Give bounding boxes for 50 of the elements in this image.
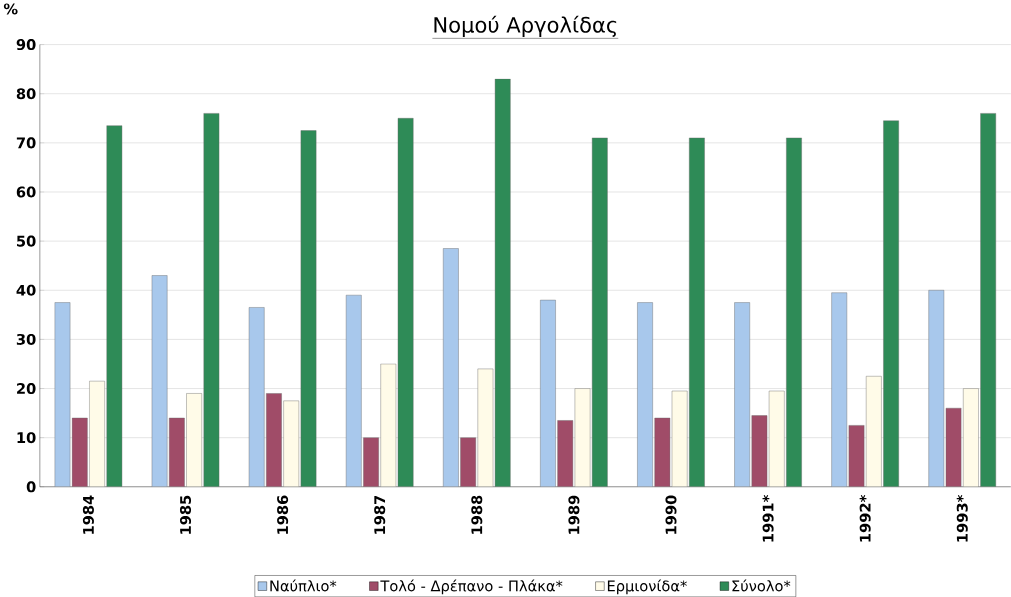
legend-label: Τολό - Δρέπανο - Πλάκα* bbox=[380, 579, 563, 595]
x-tick-label: 1992* bbox=[859, 495, 871, 542]
y-tick-label: 90 bbox=[16, 39, 36, 51]
bar bbox=[963, 388, 979, 487]
bar bbox=[363, 437, 379, 487]
bar bbox=[751, 415, 768, 487]
bar bbox=[380, 363, 397, 487]
x-tick-label: 1993* bbox=[956, 495, 968, 542]
y-axis-title: % bbox=[3, 3, 18, 15]
x-tick-label: 1986 bbox=[277, 495, 289, 534]
chart-title: Νομού Αργολίδας bbox=[434, 15, 617, 37]
bar bbox=[980, 113, 997, 487]
y-tick-label: 0 bbox=[26, 481, 36, 493]
bar bbox=[865, 376, 882, 487]
bar bbox=[883, 120, 899, 487]
bar bbox=[106, 125, 123, 487]
x-tick-label: 1990 bbox=[665, 495, 677, 534]
bar bbox=[945, 407, 962, 487]
y-tick-label: 40 bbox=[16, 284, 36, 296]
bar bbox=[477, 368, 494, 487]
bar bbox=[397, 118, 414, 487]
bar bbox=[266, 393, 282, 487]
y-tick-label: 50 bbox=[17, 235, 36, 247]
x-tick-label: 1987 bbox=[374, 495, 386, 534]
y-tick-label: 10 bbox=[17, 432, 36, 444]
x-tick-label: 1989 bbox=[568, 495, 580, 534]
bar bbox=[203, 113, 220, 487]
legend-label: Σύνολο* bbox=[732, 579, 791, 592]
y-tick-label: 20 bbox=[17, 383, 36, 395]
bar bbox=[283, 400, 300, 487]
bar bbox=[557, 420, 574, 487]
bar bbox=[494, 78, 511, 487]
bar bbox=[786, 137, 802, 487]
bar bbox=[591, 137, 608, 487]
x-tick-label: 1984 bbox=[82, 495, 94, 534]
x-tick-label: 1985 bbox=[179, 495, 192, 534]
bar bbox=[768, 390, 785, 487]
x-tick-label: 1988 bbox=[471, 495, 483, 534]
x-tick-label: 1991* bbox=[762, 495, 774, 542]
bar bbox=[186, 393, 202, 487]
y-tick-label: 30 bbox=[16, 333, 36, 345]
bar bbox=[689, 137, 705, 487]
bar bbox=[89, 380, 105, 487]
bar bbox=[460, 437, 476, 487]
legend-label: Ναύπλιο* bbox=[270, 579, 337, 592]
y-tick-label: 80 bbox=[16, 88, 36, 100]
y-tick-label: 60 bbox=[16, 186, 36, 198]
legend-label: Ερμιονίδα* bbox=[607, 579, 687, 595]
bar bbox=[671, 390, 688, 487]
y-tick-label: 70 bbox=[16, 137, 36, 149]
